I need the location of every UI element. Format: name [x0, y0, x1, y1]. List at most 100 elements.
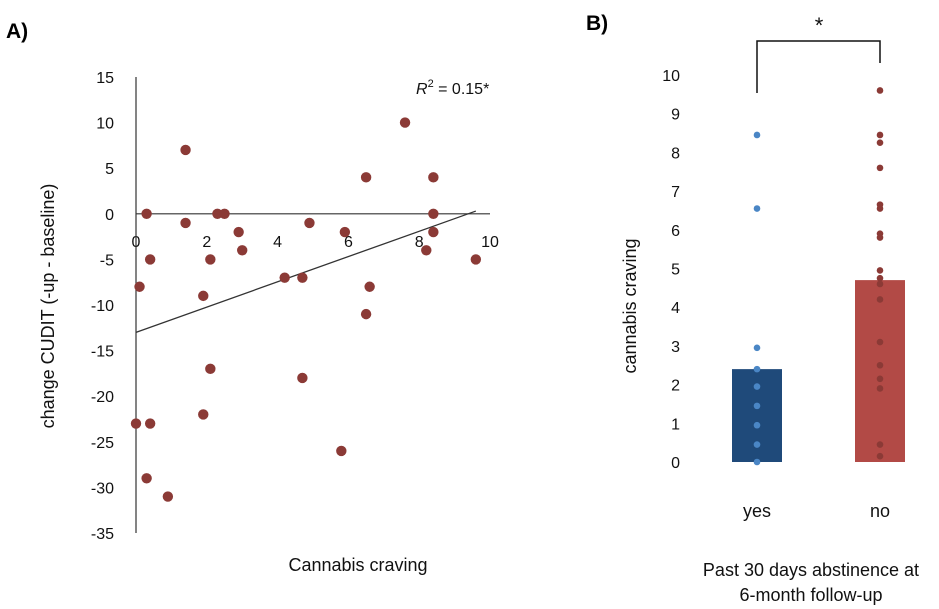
x-axis-title: Cannabis craving [288, 555, 427, 575]
y-tick-label: 2 [671, 378, 680, 395]
y-tick-label: 5 [105, 161, 114, 178]
y-axis-title-b: cannabis craving [620, 238, 640, 373]
y-tick-label: -10 [91, 298, 114, 315]
scatter-point [162, 491, 174, 502]
scatter-point [130, 418, 142, 429]
bar-point [876, 452, 884, 460]
y-tick-labels: 0 1 2 3 4 5 6 7 8 9 10 [662, 68, 680, 472]
y-tick-label: -25 [91, 435, 114, 452]
bar-points [753, 87, 884, 466]
bar-point [876, 441, 884, 448]
r-squared-annotation: R2 = 0.15* [416, 78, 489, 98]
scatter-point [339, 226, 351, 238]
y-tick-label: 5 [671, 262, 680, 279]
bar-point [753, 344, 761, 352]
scatter-point [144, 254, 156, 265]
bar-point [876, 234, 884, 241]
bar-point [753, 205, 761, 212]
y-tick-label: 4 [671, 300, 680, 317]
x-tick-label: 10 [481, 234, 499, 251]
scatter-plot-panel: 15 10 5 0 -5 -10 -15 -20 -25 -30 -35 0 2 4 6 8 10 R2 = … [38, 70, 499, 575]
bar-point [876, 296, 884, 303]
y-tick-label: 0 [671, 455, 680, 472]
scatter-point [421, 245, 432, 256]
scatter-point [360, 172, 372, 183]
bar-point [876, 280, 884, 288]
y-axis-title: change CUDIT (-up - baseline) [38, 184, 58, 429]
bar-point [876, 139, 884, 147]
bar-point [876, 385, 884, 392]
y-tick-label: 1 [671, 416, 680, 433]
bar-point [876, 361, 884, 369]
bar-point [753, 458, 761, 466]
bar-point [876, 87, 884, 94]
panel-a-label: A) [6, 20, 28, 43]
category-labels: yes no [743, 501, 890, 521]
scatter-point [180, 217, 191, 229]
bar-point [753, 402, 761, 410]
scatter-point [304, 217, 315, 229]
bar-point [876, 205, 884, 212]
scatter-point [205, 254, 216, 265]
bar-point [876, 131, 884, 139]
scatter-point [219, 208, 230, 219]
scatter-point [360, 308, 372, 320]
y-tick-label: 0 [105, 207, 114, 224]
scatter-point [180, 144, 191, 156]
scatter-point [428, 208, 439, 219]
scatter-point [470, 254, 482, 265]
y-tick-label: -30 [91, 480, 114, 497]
bar-yes [732, 369, 782, 462]
bar-point [753, 421, 761, 429]
y-tick-label: 10 [662, 68, 680, 85]
y-tick-label: -20 [91, 389, 114, 406]
x-axis-title-b-line1: Past 30 days abstinence at [703, 560, 919, 580]
scatter-point [233, 226, 244, 238]
y-tick-label: 8 [671, 145, 680, 162]
y-tick-label: 15 [96, 70, 114, 87]
scatter-point [428, 172, 439, 183]
scatter-point [297, 272, 308, 283]
scatter-point [134, 281, 145, 292]
bar-point [753, 383, 761, 390]
significance-star: * [815, 13, 824, 38]
bar-point [876, 267, 884, 274]
x-tick-label: 8 [415, 234, 424, 251]
x-tick-label: 4 [273, 234, 282, 251]
scatter-point [237, 245, 248, 256]
scatter-point [205, 363, 216, 375]
scatter-point [141, 473, 152, 484]
category-label-no: no [870, 501, 890, 521]
bar-point [753, 365, 761, 373]
bar-point [876, 164, 884, 172]
scatter-point [364, 281, 375, 292]
bar-point [876, 338, 884, 346]
y-tick-label: 9 [671, 107, 680, 124]
scatter-points [130, 117, 482, 502]
regression-line [135, 210, 477, 333]
x-tick-labels: 0246810 [132, 234, 499, 251]
y-tick-label: 6 [671, 223, 680, 240]
y-tick-label: -15 [91, 344, 114, 361]
x-tick-label: 6 [344, 234, 353, 251]
significance-bracket [756, 40, 881, 93]
scatter-point [428, 226, 439, 238]
y-tick-labels: 15 10 5 0 -5 -10 -15 -20 -25 -30 -35 [91, 70, 114, 543]
scatter-point [297, 372, 308, 384]
x-axis-title-b-line2: 6-month follow-up [739, 585, 882, 605]
scatter-point [198, 409, 209, 420]
scatter-point [279, 272, 290, 283]
scatter-point [144, 418, 156, 429]
bar-point [876, 375, 884, 383]
panel-b-label: B) [586, 12, 608, 35]
y-tick-label: 10 [96, 116, 114, 133]
scatter-point [399, 117, 411, 128]
bar-point [753, 441, 761, 448]
scatter-point [336, 445, 347, 457]
bar-no [855, 280, 905, 462]
y-tick-label: 7 [671, 184, 680, 201]
scatter-point [198, 290, 209, 302]
bar-point [753, 131, 761, 139]
y-tick-label: 3 [671, 339, 680, 356]
